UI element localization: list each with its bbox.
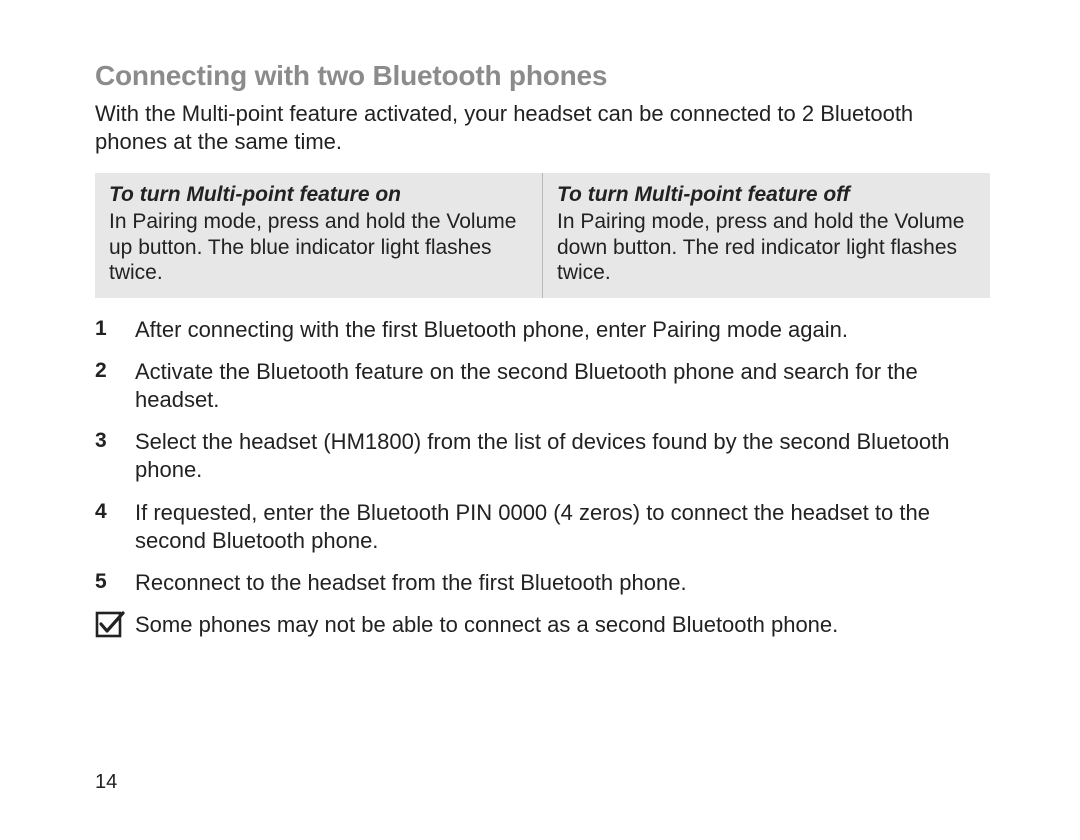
step-text: After connecting with the first Bluetoot… xyxy=(135,316,990,344)
steps-list: 1 After connecting with the first Blueto… xyxy=(95,316,990,641)
feature-off-cell: To turn Multi-point feature off In Pairi… xyxy=(542,173,990,298)
step-row: 1 After connecting with the first Blueto… xyxy=(95,316,990,344)
step-row: 4 If requested, enter the Bluetooth PIN … xyxy=(95,499,990,555)
note-row: Some phones may not be able to connect a… xyxy=(95,611,990,641)
manual-page: Connecting with two Bluetooth phones Wit… xyxy=(0,0,1080,681)
checkbox-icon xyxy=(95,609,135,639)
step-row: 2 Activate the Bluetooth feature on the … xyxy=(95,358,990,414)
step-number: 4 xyxy=(95,499,135,526)
feature-off-body: In Pairing mode, press and hold the Volu… xyxy=(557,209,976,286)
step-text: If requested, enter the Bluetooth PIN 00… xyxy=(135,499,990,555)
step-number: 3 xyxy=(95,428,135,455)
section-heading: Connecting with two Bluetooth phones xyxy=(95,60,990,92)
feature-off-title: To turn Multi-point feature off xyxy=(557,183,976,207)
intro-paragraph: With the Multi-point feature activated, … xyxy=(95,100,990,155)
step-number: 5 xyxy=(95,569,135,596)
feature-table: To turn Multi-point feature on In Pairin… xyxy=(95,173,990,298)
step-text: Reconnect to the headset from the first … xyxy=(135,569,990,597)
note-text: Some phones may not be able to connect a… xyxy=(135,611,990,639)
step-text: Select the headset (HM1800) from the lis… xyxy=(135,428,990,484)
page-number: 14 xyxy=(95,771,117,794)
feature-on-title: To turn Multi-point feature on xyxy=(109,183,528,207)
step-number: 2 xyxy=(95,358,135,385)
feature-on-body: In Pairing mode, press and hold the Volu… xyxy=(109,209,528,286)
step-row: 3 Select the headset (HM1800) from the l… xyxy=(95,428,990,484)
feature-on-cell: To turn Multi-point feature on In Pairin… xyxy=(95,173,542,298)
step-text: Activate the Bluetooth feature on the se… xyxy=(135,358,990,414)
step-number: 1 xyxy=(95,316,135,343)
step-row: 5 Reconnect to the headset from the firs… xyxy=(95,569,990,597)
